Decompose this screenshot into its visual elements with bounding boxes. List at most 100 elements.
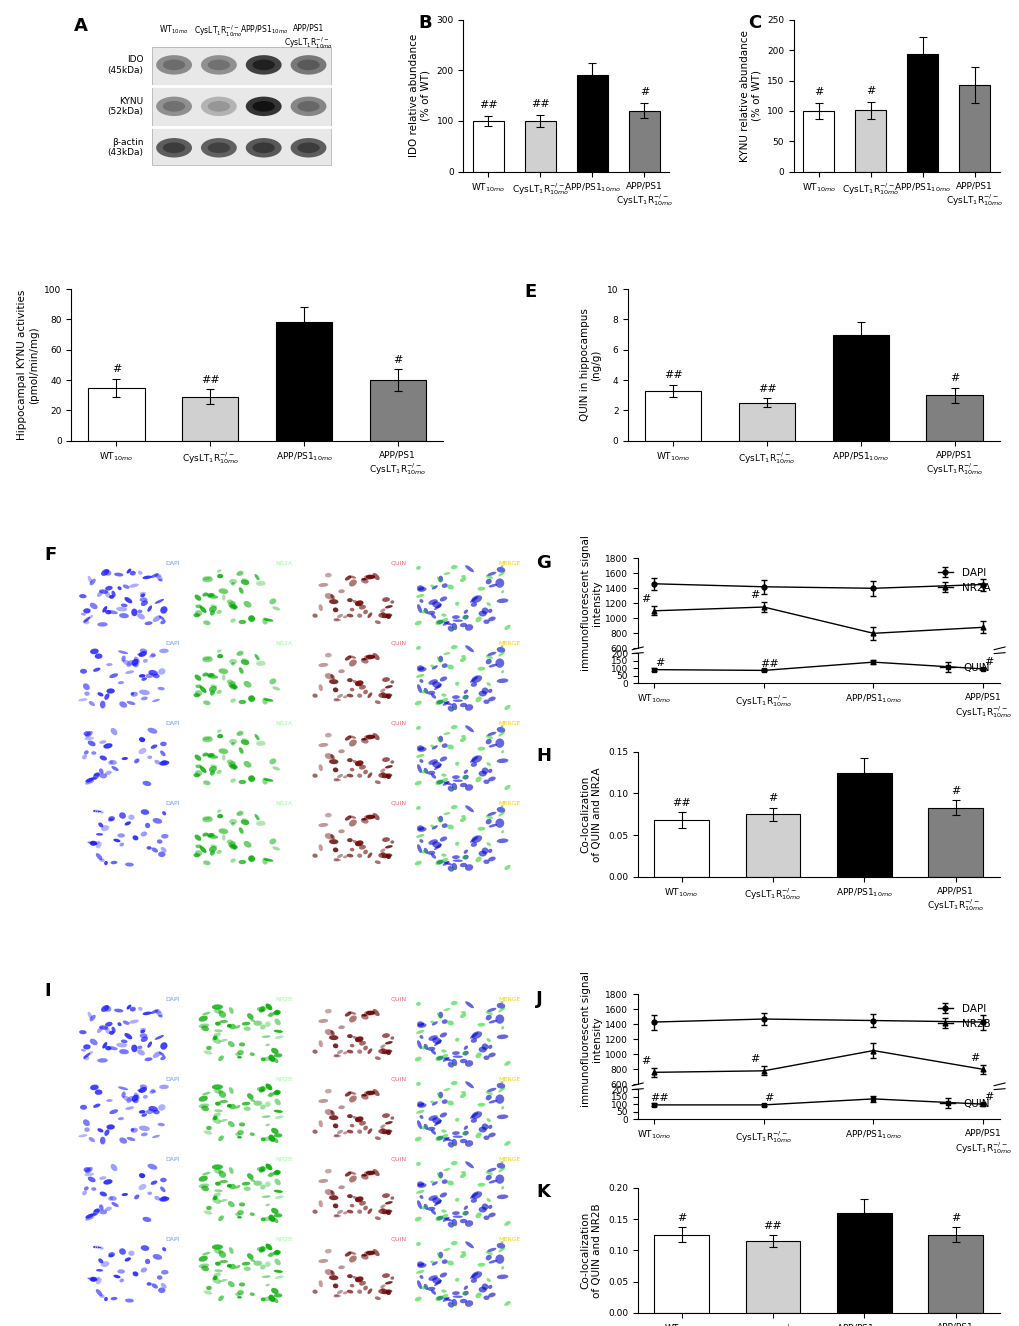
Ellipse shape [130,692,138,696]
Ellipse shape [208,101,230,111]
Ellipse shape [488,744,496,748]
Ellipse shape [417,845,422,853]
Ellipse shape [159,1052,164,1057]
Ellipse shape [89,1136,95,1142]
Ellipse shape [263,1136,272,1140]
Ellipse shape [238,700,246,704]
Ellipse shape [90,1014,96,1021]
Ellipse shape [366,1010,375,1014]
Ellipse shape [378,1208,387,1215]
Ellipse shape [260,1249,265,1252]
Ellipse shape [380,1285,385,1289]
Ellipse shape [244,1266,251,1270]
Ellipse shape [212,1004,223,1009]
Ellipse shape [109,1030,114,1034]
Ellipse shape [503,1221,511,1227]
Ellipse shape [470,1273,478,1278]
Ellipse shape [125,671,135,674]
Ellipse shape [416,1030,424,1034]
Ellipse shape [204,1050,212,1054]
Ellipse shape [256,581,265,586]
Ellipse shape [118,1086,128,1090]
Ellipse shape [330,1110,334,1115]
Ellipse shape [114,1009,123,1013]
Ellipse shape [89,1052,93,1055]
Ellipse shape [333,618,339,621]
Ellipse shape [226,760,233,764]
Ellipse shape [333,1134,339,1136]
Ellipse shape [232,843,236,850]
Text: #: # [950,1213,960,1224]
Ellipse shape [488,1212,495,1217]
Bar [745,1241,800,1313]
Ellipse shape [242,1262,250,1265]
Ellipse shape [105,770,112,776]
Text: #: # [639,88,648,97]
Ellipse shape [269,758,276,764]
Ellipse shape [380,688,385,692]
Ellipse shape [88,842,98,845]
Ellipse shape [114,573,123,577]
Ellipse shape [201,97,236,117]
Ellipse shape [350,1284,354,1288]
Ellipse shape [451,1139,457,1146]
Ellipse shape [500,725,503,728]
Ellipse shape [487,732,496,736]
Ellipse shape [108,815,115,821]
Ellipse shape [485,1254,491,1261]
Ellipse shape [419,839,423,843]
Ellipse shape [359,1120,366,1126]
Ellipse shape [260,1089,265,1093]
Ellipse shape [450,565,458,569]
Ellipse shape [344,1012,351,1017]
Ellipse shape [471,595,482,603]
Ellipse shape [202,1252,210,1256]
Ellipse shape [329,1036,338,1040]
Ellipse shape [496,568,504,573]
Ellipse shape [84,1053,90,1058]
Ellipse shape [324,1269,333,1276]
Ellipse shape [463,1131,469,1135]
Ellipse shape [460,703,467,707]
Ellipse shape [378,1049,387,1054]
Ellipse shape [441,1215,448,1217]
Ellipse shape [416,1270,424,1274]
Ellipse shape [130,1128,135,1131]
Ellipse shape [81,613,86,615]
Ellipse shape [93,1103,101,1107]
Bar [745,814,800,876]
Ellipse shape [137,654,143,656]
Ellipse shape [415,861,421,866]
Ellipse shape [274,1010,280,1014]
Ellipse shape [102,606,107,613]
Ellipse shape [464,1126,468,1130]
Ellipse shape [236,731,244,736]
Ellipse shape [122,1095,131,1102]
Ellipse shape [103,743,112,749]
Ellipse shape [463,615,469,619]
Ellipse shape [219,1040,227,1042]
Ellipse shape [385,1049,392,1053]
Ellipse shape [486,1199,490,1201]
Ellipse shape [470,837,478,843]
Ellipse shape [350,1124,354,1127]
Ellipse shape [256,821,265,826]
Ellipse shape [415,700,421,705]
Ellipse shape [452,859,463,862]
Text: NR2B: NR2B [275,997,292,1001]
Ellipse shape [210,605,217,607]
Ellipse shape [263,618,273,622]
Ellipse shape [333,699,340,701]
Ellipse shape [464,850,468,854]
Ellipse shape [347,1091,356,1095]
Ellipse shape [212,1277,221,1284]
Ellipse shape [262,697,268,704]
Ellipse shape [96,1289,102,1296]
Ellipse shape [124,597,132,603]
Ellipse shape [146,672,154,678]
Ellipse shape [359,684,366,690]
Text: APP/PS1$_{10mo}$: APP/PS1$_{10mo}$ [239,24,287,37]
Ellipse shape [94,841,100,845]
Ellipse shape [194,693,200,697]
Ellipse shape [244,1187,251,1191]
